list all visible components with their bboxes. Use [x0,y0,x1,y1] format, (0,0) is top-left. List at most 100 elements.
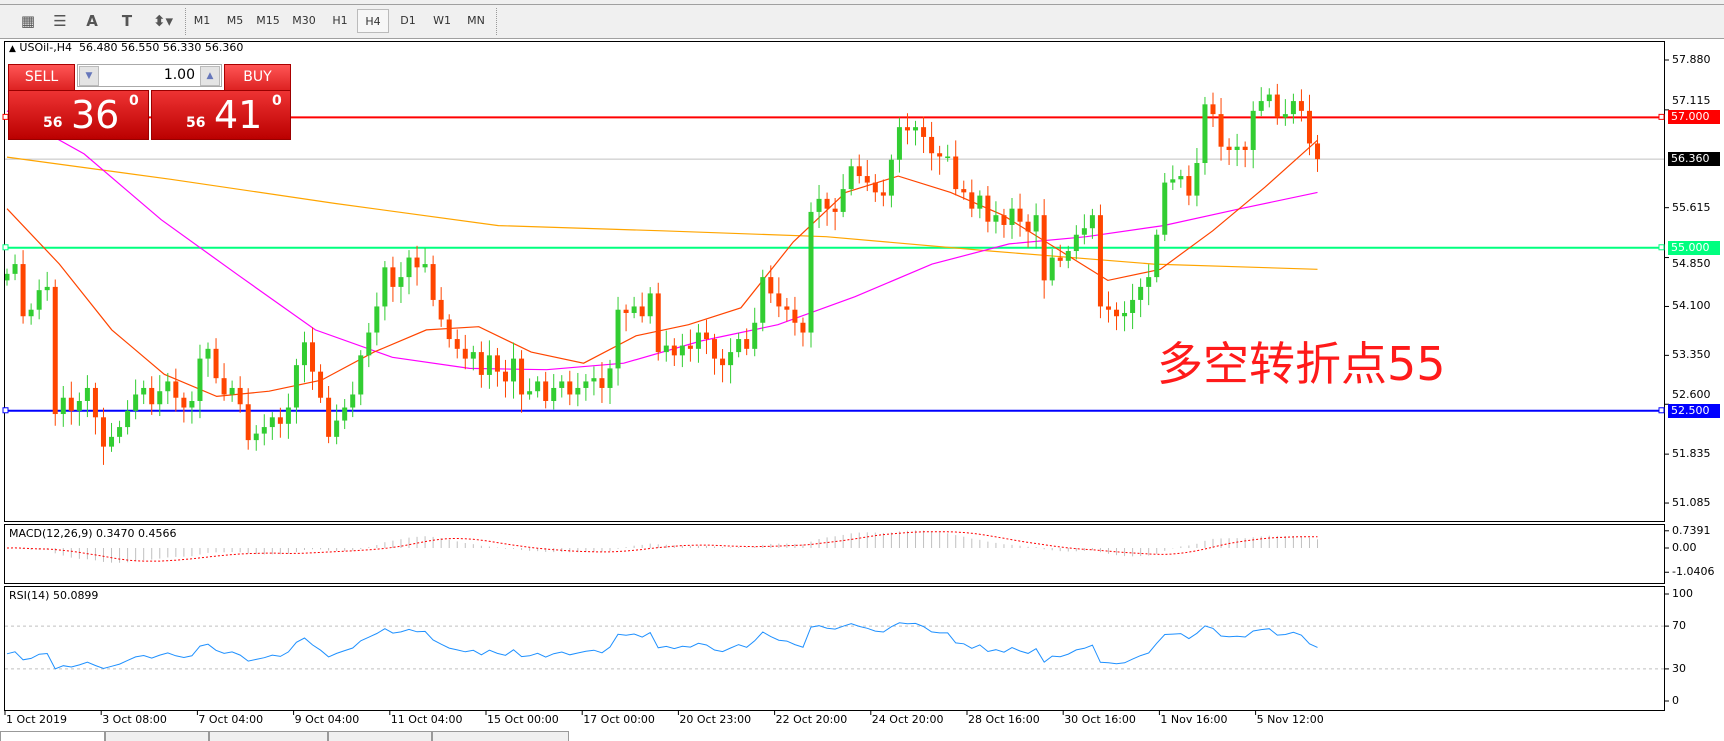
level-price-label[interactable]: 52.500 [1668,403,1720,418]
price-tick-label: 51.085 [1672,496,1711,510]
chart-tab[interactable] [209,731,328,741]
candle-body [269,417,275,428]
timeframe-d1-button[interactable]: D1 [400,14,416,27]
equidistant-channel-icon[interactable]: ▦ [20,12,36,30]
level-price-label[interactable]: 55.000 [1668,240,1720,255]
candle-body [141,387,147,395]
buy-label: BUY [243,69,272,85]
candle-body [937,153,943,157]
candle-body [639,306,645,317]
candle-body [663,345,669,353]
candle-body [1170,179,1176,183]
lot-decrease-button[interactable]: ▼ [79,66,99,86]
level-line-handle [2,244,9,251]
main-chart[interactable] [4,41,1665,522]
price-tick-label: 57.880 [1672,53,1711,66]
candle-body [76,400,82,411]
candle-body [28,309,34,317]
candle-body [502,371,508,382]
price-tick-label: 54.100 [1672,299,1711,313]
candle-body [776,293,782,307]
chart-tab[interactable] [432,731,569,741]
rsi-panel[interactable] [4,586,1665,711]
chart-tab[interactable] [105,731,209,741]
chart-tab[interactable] [0,731,105,741]
candle-body [181,397,187,408]
candle-body [760,277,766,323]
level-price-label[interactable]: 57.000 [1668,110,1720,125]
sell-label: SELL [24,69,59,85]
candle-body [1041,215,1047,281]
candle-body [12,264,18,274]
text-label-icon[interactable]: T [121,12,133,30]
candle-body [1315,143,1321,160]
time-label: 7 Oct 04:00 [198,713,264,726]
collapse-arrow-icon[interactable]: ▲ [9,44,16,54]
candle-body [864,176,870,183]
candle-body [358,355,364,395]
time-label: 5 Nov 12:00 [1256,713,1324,726]
buy-price[interactable]: 56 41 0 [151,90,291,140]
candle-body [784,306,790,310]
sell-price-fraction: 0 [129,93,139,109]
timeframe-h1-button[interactable]: H1 [332,14,348,27]
lot-increase-button[interactable]: ▲ [200,66,220,86]
candle-body [100,417,106,447]
timeframe-w1-button[interactable]: W1 [433,14,451,27]
candle-body [1202,104,1208,164]
sell-button[interactable]: SELL [8,64,75,91]
main-plot-group [5,83,1321,465]
text-icon[interactable]: A [86,12,98,30]
candle-body [189,400,195,408]
chart-annotation[interactable]: 多空转折点55 [1157,337,1446,391]
macd-panel[interactable] [4,524,1665,584]
candle-body [647,293,653,317]
macd-title: MACD(12,26,9) 0.3470 0.4566 [9,527,177,540]
price-tick-label: 52.600 [1672,387,1711,401]
candle-body [20,264,26,317]
timeframe-h4-button[interactable]: H4 [357,9,389,33]
candle-body [92,387,98,418]
candle-body [350,394,356,408]
candle-body [44,286,50,291]
timeframe-mn-button[interactable]: MN [467,14,485,27]
candle-body [1186,176,1192,196]
price-tick-label: 54.850 [1672,256,1711,270]
candle-body [728,352,734,366]
toolbar-separator [496,8,499,35]
candle-body [366,332,372,356]
level-line-handle [1658,244,1665,251]
sell-price[interactable]: 56 36 0 [8,90,149,140]
buy-button[interactable]: BUY [224,64,291,91]
candle-body [1218,114,1224,147]
candle-body [631,306,637,313]
candle-body [382,267,388,307]
candle-body [904,127,910,131]
timeframe-m1-button[interactable]: M1 [193,14,211,27]
lot-value[interactable]: 1.00 [163,67,195,83]
candle-body [551,387,557,401]
chart-tab[interactable] [328,731,432,741]
level-line-handle [1658,113,1665,120]
time-label: 1 Oct 2019 [6,713,68,726]
candle-body [390,267,396,287]
candle-body [687,345,693,349]
candle-body [406,257,412,278]
candle-body [1057,257,1063,261]
timeframe-m15-button[interactable]: M15 [256,14,280,27]
level-line-handle [1658,407,1665,414]
candle-body [293,365,299,408]
lot-size-field[interactable]: ▼ 1.00 ▲ [77,64,222,87]
rsi-title: RSI(14) 50.0899 [9,589,99,602]
candle-body [615,309,621,369]
candle-body [993,215,999,222]
candle-body [1146,277,1152,287]
arrows-dropdown-icon[interactable]: ⬍▾ [152,12,174,30]
timeframe-m5-button[interactable]: M5 [226,14,244,27]
fibonacci-icon[interactable]: ☰ [53,12,67,30]
candle-body [133,394,139,411]
timeframe-m30-button[interactable]: M30 [292,14,316,27]
candle-body [559,381,565,388]
candle-body [535,381,541,392]
